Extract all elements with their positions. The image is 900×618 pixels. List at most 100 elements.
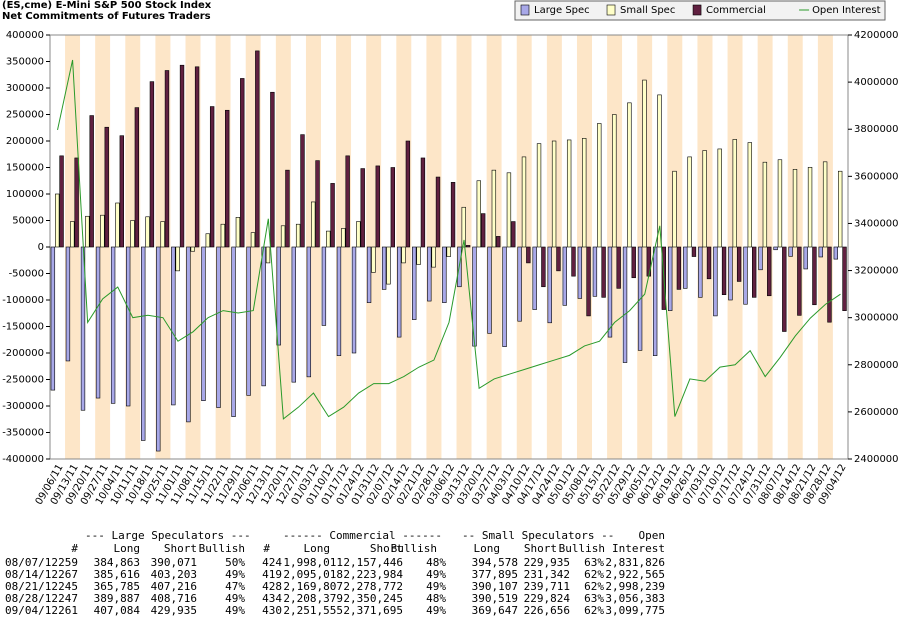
bar bbox=[70, 221, 75, 248]
bar bbox=[240, 78, 245, 248]
table-cell: 429,935 bbox=[151, 604, 197, 617]
table-cell: 390,071 bbox=[151, 556, 197, 569]
bar bbox=[788, 246, 793, 257]
bar bbox=[732, 139, 737, 248]
bar bbox=[397, 246, 402, 338]
bar bbox=[134, 107, 140, 248]
bar bbox=[612, 114, 617, 248]
bar bbox=[190, 246, 195, 252]
table-cell: 403,203 bbox=[151, 568, 197, 581]
bar bbox=[773, 246, 778, 251]
bar bbox=[476, 180, 481, 248]
chart-title: (ES,cme) E-Mini S&P 500 Stock Index bbox=[2, 0, 212, 11]
bar bbox=[702, 150, 707, 248]
bar bbox=[431, 246, 436, 268]
bar bbox=[366, 246, 372, 303]
table-cell: 229,935 bbox=[524, 556, 570, 569]
table-column-header: Long bbox=[304, 542, 331, 555]
table-cell: 419 bbox=[262, 568, 282, 581]
table-cell: 49% bbox=[225, 592, 245, 605]
bar bbox=[668, 246, 673, 311]
bar bbox=[330, 183, 335, 248]
table-cell: 1,998,011 bbox=[283, 556, 343, 569]
bar bbox=[285, 169, 290, 248]
table-cell: 434 bbox=[262, 592, 282, 605]
table-cell: 2,998,239 bbox=[605, 580, 665, 593]
bar bbox=[767, 246, 772, 297]
bar bbox=[216, 246, 221, 408]
bar bbox=[276, 246, 281, 346]
table-cell: 407,216 bbox=[151, 580, 197, 593]
y-tick-label: -200000 bbox=[2, 348, 44, 359]
y-tick-label: 150000 bbox=[6, 163, 44, 174]
bar bbox=[149, 81, 155, 248]
table-cell: 369,647 bbox=[472, 604, 518, 617]
table-cell: 2,371,695 bbox=[343, 604, 403, 617]
bar bbox=[822, 161, 828, 248]
table-group-header: ------ Commercial ------ bbox=[283, 529, 442, 542]
bar bbox=[231, 246, 236, 417]
bar bbox=[792, 169, 798, 248]
bar bbox=[345, 155, 350, 248]
bar bbox=[642, 79, 647, 248]
y2-tick-label: 3000000 bbox=[854, 313, 899, 324]
bar bbox=[842, 246, 847, 311]
bar bbox=[491, 169, 497, 248]
table-group-header: --- Large Speculators --- bbox=[85, 529, 251, 542]
bar bbox=[416, 246, 421, 265]
bar bbox=[758, 246, 763, 271]
bar bbox=[336, 246, 342, 356]
bar bbox=[496, 236, 501, 248]
bar bbox=[115, 202, 120, 248]
table-cell: 384,863 bbox=[94, 556, 140, 569]
table-cell: 62% bbox=[584, 568, 604, 581]
table-cell: 2,922,565 bbox=[605, 568, 665, 581]
table-cell: 239,711 bbox=[524, 580, 570, 593]
bar bbox=[326, 230, 331, 248]
bar bbox=[803, 246, 808, 270]
bar bbox=[435, 176, 441, 248]
bar bbox=[566, 139, 572, 248]
y2-tick-label: 3600000 bbox=[854, 171, 899, 182]
table-column-header: Interest bbox=[612, 542, 665, 555]
table-cell: 50% bbox=[225, 556, 245, 569]
bar bbox=[541, 246, 546, 288]
bar bbox=[171, 246, 176, 406]
table-cell: 408,716 bbox=[151, 592, 197, 605]
table-cell: 2,169,807 bbox=[283, 580, 343, 593]
bar bbox=[50, 246, 56, 391]
table-cell: 08/07/12 bbox=[5, 556, 58, 569]
bar bbox=[461, 206, 466, 248]
table-cell: 2,251,555 bbox=[283, 604, 343, 617]
bar bbox=[110, 246, 116, 404]
bar bbox=[657, 94, 662, 248]
bar bbox=[205, 233, 210, 248]
bar bbox=[601, 246, 606, 298]
table-cell: 377,895 bbox=[472, 568, 518, 581]
bar bbox=[526, 246, 531, 264]
legend-label: Commercial bbox=[706, 5, 766, 16]
bar bbox=[747, 142, 753, 248]
bar bbox=[807, 166, 813, 248]
legend-label: Small Spec bbox=[620, 5, 675, 16]
bar bbox=[713, 246, 718, 317]
y2-tick-label: 3800000 bbox=[854, 124, 899, 135]
bar bbox=[55, 193, 60, 248]
table-cell: 08/21/12 bbox=[5, 580, 58, 593]
bar bbox=[652, 246, 658, 356]
y-tick-label: -350000 bbox=[2, 428, 44, 439]
table-cell: 428 bbox=[262, 580, 282, 593]
bar bbox=[179, 64, 185, 248]
table-cell: 390,107 bbox=[472, 580, 518, 593]
table-cell: 430 bbox=[262, 604, 282, 617]
bar bbox=[405, 140, 411, 248]
table-group-header: -- Small Speculators -- bbox=[462, 529, 614, 542]
bar bbox=[341, 228, 346, 248]
table-group-header: Open bbox=[639, 529, 666, 542]
table-cell: 261 bbox=[58, 604, 78, 617]
bar bbox=[145, 216, 150, 248]
y2-tick-label: 4000000 bbox=[854, 77, 899, 88]
bar bbox=[386, 246, 391, 285]
bar bbox=[532, 246, 537, 310]
bar bbox=[691, 246, 697, 257]
